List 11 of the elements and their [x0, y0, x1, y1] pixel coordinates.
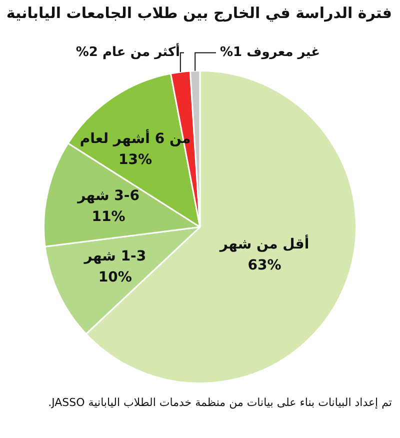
data-label: 13%: [118, 152, 152, 168]
slice-label: أقل من شهر: [218, 234, 310, 253]
slice-label: غير معروف 1%: [220, 45, 320, 60]
text: تم إعداد البيانات بناء على بيانات من منظمة خدمات الطلاب اليابانية JASSO.: [47, 395, 393, 411]
data-label: 63%: [248, 258, 282, 274]
data-label: 10%: [98, 270, 132, 286]
chart-title: فترة الدراسة في الخارج بين طلاب الجامعات اليابانية: [5, 3, 393, 24]
slice-label: 3-6 شهر: [76, 188, 140, 204]
data-label: 11%: [92, 209, 126, 226]
slice-label: أكثر من عام 2%: [76, 43, 180, 60]
slice-label: 1-3 شهر: [83, 248, 146, 265]
